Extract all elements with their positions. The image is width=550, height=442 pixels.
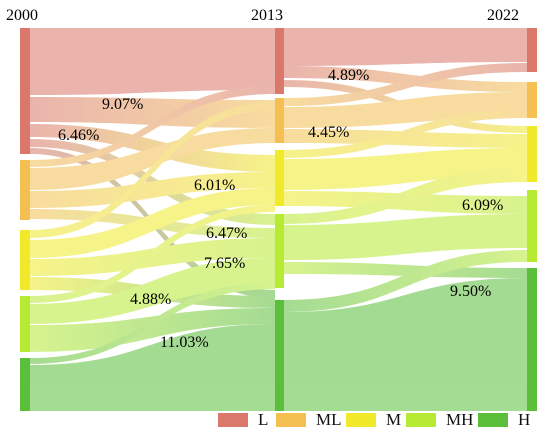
flow-label: 7.65% xyxy=(204,255,245,272)
node-2013-m xyxy=(275,150,284,206)
flow-m-m xyxy=(30,188,275,258)
year-label-2013: 2013 xyxy=(251,7,283,24)
node-2013-h xyxy=(275,300,284,411)
flow-labels: 9.07% 6.46% 6.01% 6.47% 7.65% 4.88% 11.0… xyxy=(58,67,503,351)
flow-label: 6.01% xyxy=(194,177,235,194)
flow-ml-l-2 xyxy=(284,63,527,106)
flow-label: 4.89% xyxy=(328,67,369,84)
flow-h-h-2 xyxy=(284,278,527,411)
year-label-2022: 2022 xyxy=(487,7,519,24)
flow-h-mh xyxy=(30,282,275,364)
flow-label: 6.09% xyxy=(462,197,503,214)
flow-m-m-2 xyxy=(284,148,527,190)
node-2000-l xyxy=(20,28,30,154)
flow-ml-m-2 xyxy=(284,129,527,148)
nodes-2013 xyxy=(275,28,284,411)
node-2022-l xyxy=(527,28,537,72)
flow-l-ml-2 xyxy=(284,66,527,92)
flow-m-ml xyxy=(30,102,275,238)
flow-ml-l xyxy=(30,86,275,167)
flow-h-mh-2 xyxy=(284,250,527,312)
flow-m-ml-2 xyxy=(284,110,527,158)
flow-label: 9.50% xyxy=(450,283,491,300)
node-2000-mh xyxy=(20,296,30,352)
node-2013-l xyxy=(275,28,284,94)
flow-label: 6.47% xyxy=(206,225,247,242)
node-2000-ml xyxy=(20,160,30,220)
flow-label: 6.46% xyxy=(58,127,99,144)
flow-l-l-2 xyxy=(284,28,527,66)
node-2000-h xyxy=(20,358,30,411)
flow-mh-h xyxy=(30,308,275,352)
nodes-2022 xyxy=(527,28,537,411)
flow-label: 4.45% xyxy=(308,124,349,141)
node-2000-m xyxy=(20,230,30,290)
node-2013-mh xyxy=(275,214,284,288)
flow-mh-h-2 xyxy=(284,262,527,278)
nodes-2000 xyxy=(20,28,30,411)
year-label-2000: 2000 xyxy=(6,7,38,24)
flow-label: 9.07% xyxy=(102,96,143,113)
node-2022-m xyxy=(527,126,537,182)
node-2022-h xyxy=(527,268,537,411)
flow-ml-m xyxy=(30,172,275,208)
flow-mh-mh-2 xyxy=(284,214,527,260)
flow-label: 4.88% xyxy=(130,291,171,308)
node-2022-ml xyxy=(527,82,537,118)
node-2013-ml xyxy=(275,98,284,143)
flow-mh-m-2 xyxy=(284,168,527,224)
flow-mh-mh xyxy=(30,258,275,324)
flow-label: 11.03% xyxy=(160,334,209,351)
flows-2000-2013 xyxy=(30,28,275,411)
flow-l-l xyxy=(30,28,275,95)
flows-2013-2022 xyxy=(284,28,527,411)
flow-h-h xyxy=(30,324,275,411)
flow-mh-m xyxy=(30,205,275,303)
node-2022-mh xyxy=(527,190,537,262)
flow-ml-ml xyxy=(30,128,275,190)
